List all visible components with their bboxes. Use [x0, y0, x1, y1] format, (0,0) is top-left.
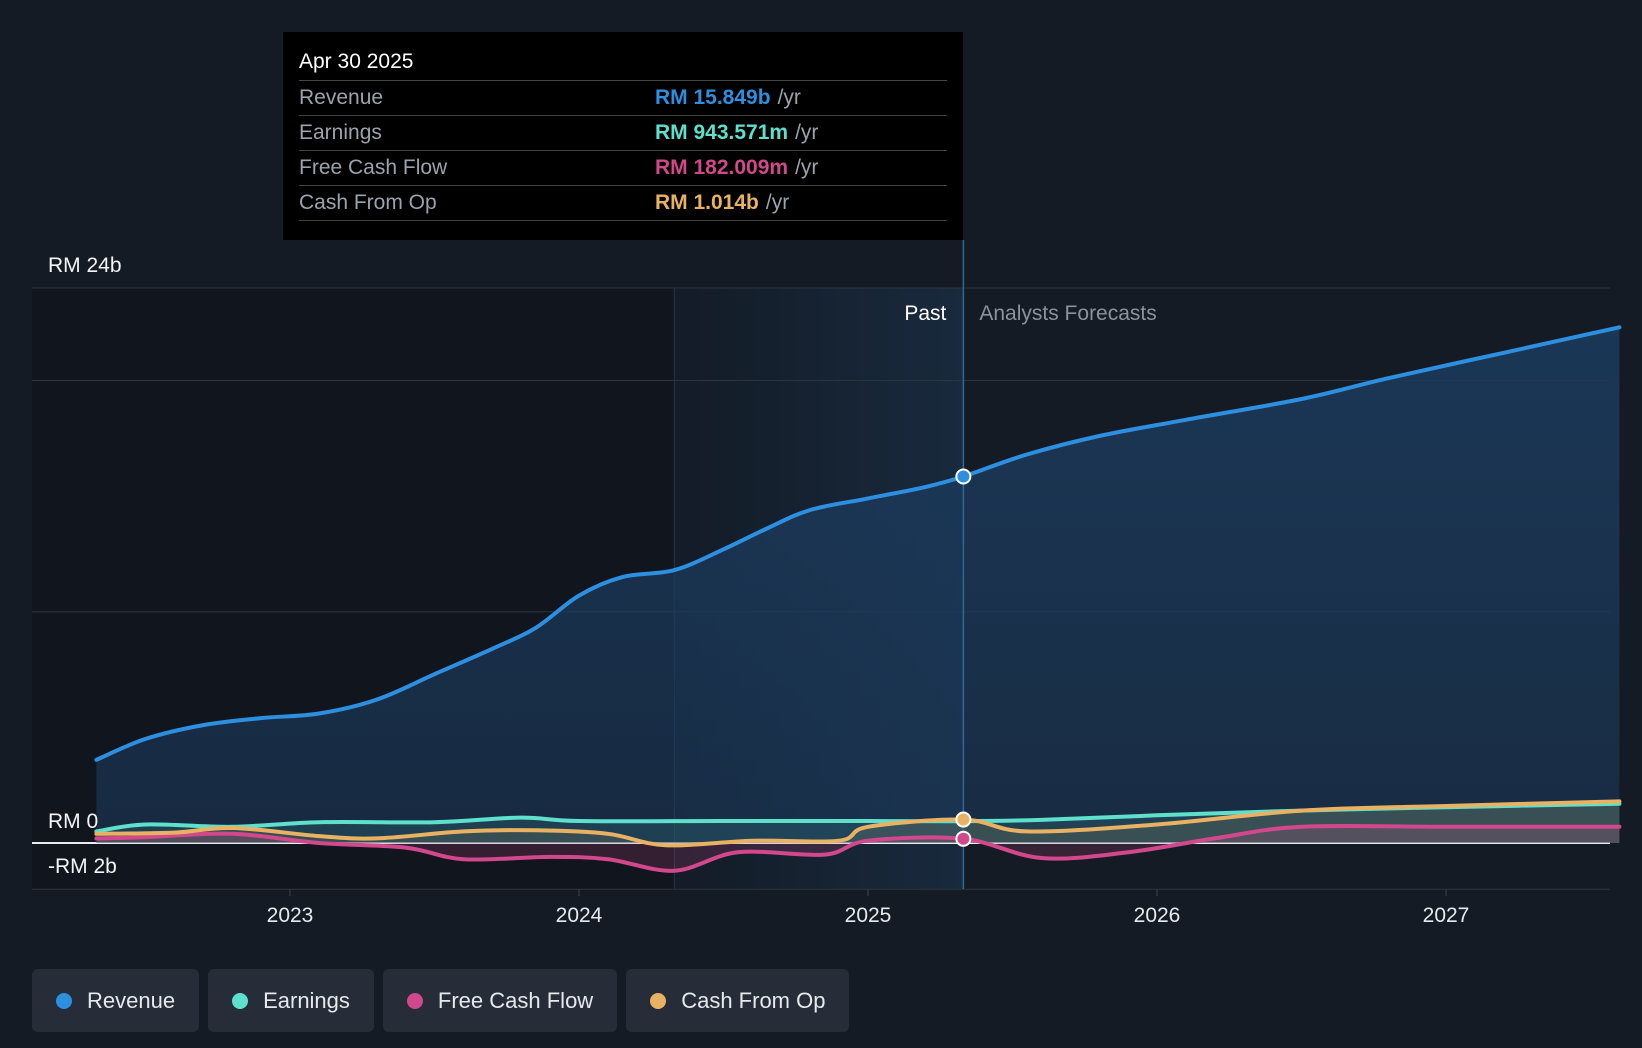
tooltip-date: Apr 30 2025 [299, 44, 947, 81]
line-cash-from-op [94, 799, 1622, 848]
forecast-label: Analysts Forecasts [979, 302, 1156, 325]
x-tick-label: 2023 [267, 904, 314, 927]
legend-label: Revenue [87, 987, 176, 1013]
legend-label: Free Cash Flow [437, 987, 594, 1013]
legend-item-revenue[interactable]: Revenue [32, 969, 200, 1032]
marker-free-cash-flow [955, 830, 972, 847]
tooltip-unit: /yr [765, 191, 790, 214]
marker-cash-from-op [955, 811, 972, 828]
tooltip-value: RM 943.571m [655, 121, 789, 144]
x-tick-label: 2024 [556, 904, 603, 927]
legend-item-cash-from-op[interactable]: Cash From Op [626, 969, 850, 1032]
legend-dot-icon [406, 992, 423, 1009]
legend-dot-icon [650, 992, 667, 1009]
tooltip-label: Cash From Op [299, 191, 437, 214]
legend-dot-icon [56, 992, 72, 1009]
legend-dot-icon [232, 992, 249, 1009]
x-tick-label: 2027 [1423, 904, 1470, 927]
tooltip-row-free-cash-flow: Free Cash Flow RM 182.009m /yr [299, 151, 947, 186]
tooltip-unit: /yr [795, 156, 819, 179]
area-free-cash-flow [96, 825, 1620, 871]
legend-label: Earnings [263, 987, 350, 1013]
legend-item-free-cash-flow[interactable]: Free Cash Flow [382, 969, 618, 1032]
tooltip: Apr 30 2025 Revenue RM 15.849b /yr Earni… [283, 32, 963, 240]
tooltip-value: RM 1.014b [655, 191, 759, 214]
tooltip-row-cash-from-op: Cash From Op RM 1.014b /yr [299, 186, 947, 221]
past-label: Past [904, 302, 946, 325]
y-tick-label: -RM 2b [48, 855, 117, 878]
marker-revenue [955, 468, 972, 485]
legend: Revenue Earnings Free Cash Flow Cash Fro… [32, 969, 858, 1032]
x-tick-label: 2025 [845, 904, 892, 927]
legend-label: Cash From Op [681, 987, 826, 1013]
y-tick-label: RM 0 [48, 810, 98, 833]
tooltip-label: Free Cash Flow [299, 156, 448, 179]
y-tick-label: RM 24b [48, 254, 122, 277]
area-revenue [96, 327, 1620, 843]
tooltip-unit: /yr [777, 86, 801, 109]
chart-svg: RM 24b RM 0 -RM 2b 2023 2024 2025 2026 2027 Past… [32, 240, 1622, 927]
tooltip-value: RM 15.849b [655, 86, 771, 109]
tooltip-row-earnings: Earnings RM 943.571m /yr [299, 116, 947, 151]
tooltip-value: RM 182.009m [655, 156, 789, 179]
line-free-cash-flow [94, 823, 1622, 873]
tooltip-label: Earnings [299, 121, 382, 144]
x-tick-label: 2026 [1134, 904, 1181, 927]
tooltip-unit: /yr [795, 121, 819, 144]
line-revenue [94, 325, 1622, 762]
tooltip-label: Revenue [299, 86, 384, 109]
legend-item-earnings[interactable]: Earnings [208, 969, 374, 1032]
tooltip-row-revenue: Revenue RM 15.849b /yr [299, 81, 947, 116]
